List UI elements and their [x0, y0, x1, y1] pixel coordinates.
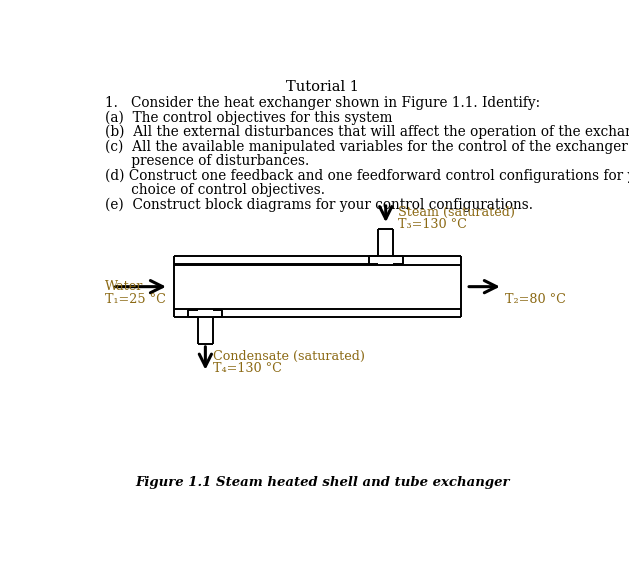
Text: Steam (saturated): Steam (saturated) — [398, 206, 515, 219]
Text: 1.   Consider the heat exchanger shown in Figure 1.1. Identify:: 1. Consider the heat exchanger shown in … — [106, 96, 540, 110]
Text: (d) Construct one feedback and one feedforward control configurations for your: (d) Construct one feedback and one feedf… — [106, 169, 629, 183]
Text: (a)  The control objectives for this system: (a) The control objectives for this syst… — [106, 110, 393, 125]
Text: (c)  All the available manipulated variables for the control of the exchanger in: (c) All the available manipulated variab… — [106, 140, 629, 154]
Text: presence of disturbances.: presence of disturbances. — [106, 154, 309, 168]
Text: (b)  All the external disturbances that will affect the operation of the exchang: (b) All the external disturbances that w… — [106, 125, 629, 140]
Text: T₃=130 °C: T₃=130 °C — [398, 219, 467, 232]
Text: Tutorial 1: Tutorial 1 — [286, 80, 359, 94]
Text: T₄=130 °C: T₄=130 °C — [213, 362, 282, 375]
Text: choice of control objectives.: choice of control objectives. — [106, 183, 325, 197]
Text: (e)  Construct block diagrams for your control configurations.: (e) Construct block diagrams for your co… — [106, 198, 533, 212]
Text: Figure 1.1 Steam heated shell and tube exchanger: Figure 1.1 Steam heated shell and tube e… — [135, 476, 509, 489]
Text: T₂=80 °C: T₂=80 °C — [505, 293, 566, 306]
Text: Water: Water — [106, 280, 144, 293]
Text: T₁=25 °C: T₁=25 °C — [106, 293, 166, 306]
Text: Condensate (saturated): Condensate (saturated) — [213, 349, 365, 363]
